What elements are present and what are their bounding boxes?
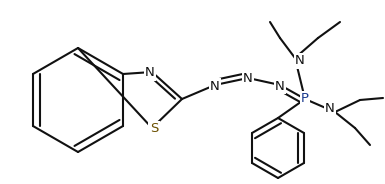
Text: N: N <box>145 66 155 79</box>
Text: N: N <box>275 79 285 93</box>
Text: N: N <box>295 54 305 68</box>
Text: N: N <box>210 79 220 93</box>
Text: S: S <box>150 123 158 135</box>
Text: P: P <box>301 93 309 105</box>
Text: N: N <box>243 72 253 86</box>
Text: N: N <box>325 102 335 116</box>
